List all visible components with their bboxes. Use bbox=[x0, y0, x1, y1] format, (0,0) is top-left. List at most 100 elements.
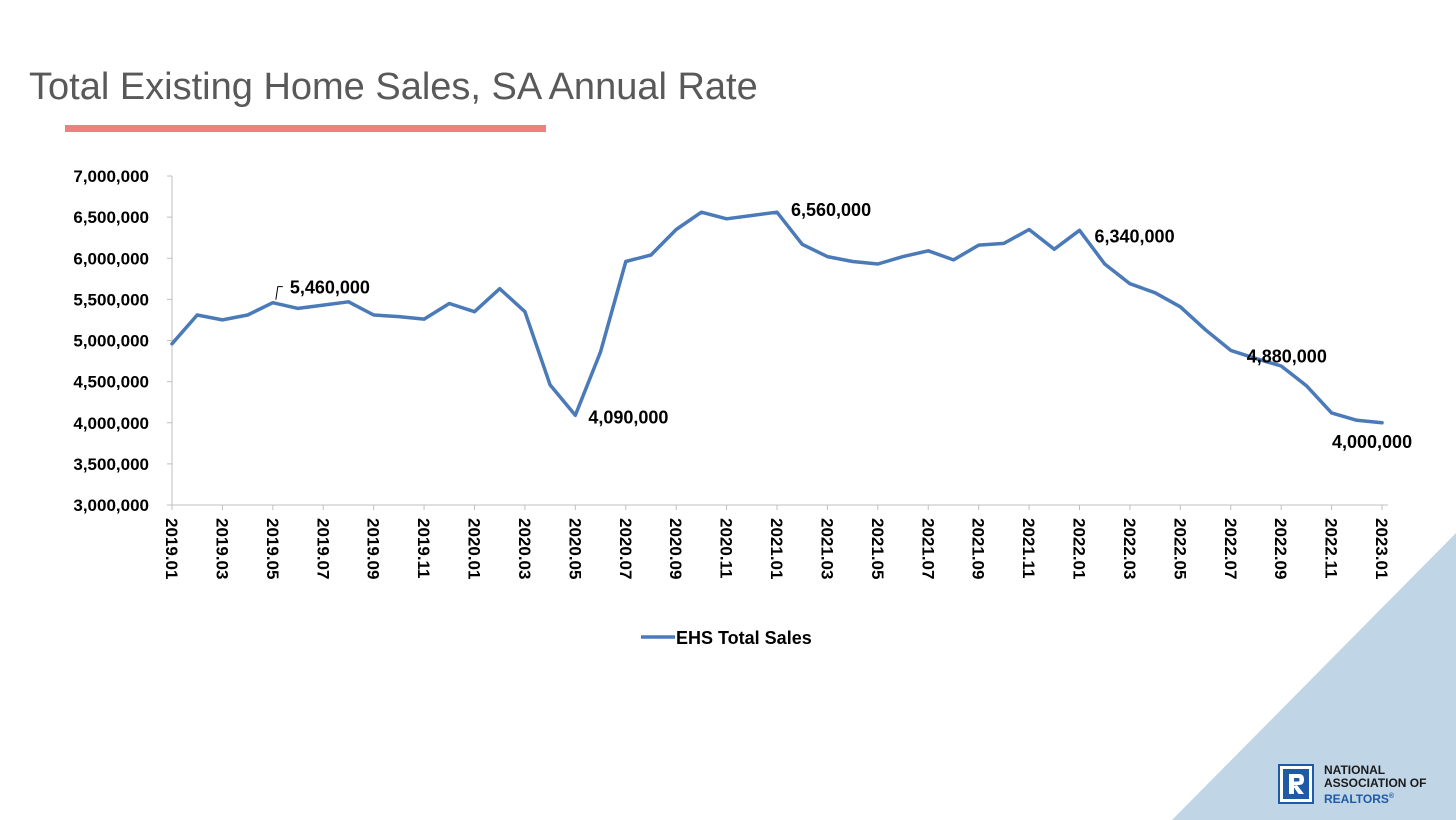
x-tick-label: 2020.11 bbox=[717, 518, 736, 579]
data-point bbox=[800, 242, 804, 246]
page-title: Total Existing Home Sales, SA Annual Rat… bbox=[29, 66, 758, 108]
data-label: 6,340,000 bbox=[1095, 226, 1175, 246]
data-point bbox=[825, 255, 829, 259]
data-point bbox=[1002, 241, 1006, 245]
x-tick-label: 2020.03 bbox=[515, 518, 534, 579]
data-point bbox=[750, 213, 754, 217]
x-tick-label: 2022.05 bbox=[1170, 518, 1189, 579]
data-point bbox=[725, 217, 729, 221]
data-point bbox=[346, 300, 350, 304]
x-tick-label: 2020.05 bbox=[565, 518, 584, 579]
logo-line-3: REALTORS bbox=[1324, 792, 1389, 806]
data-point bbox=[473, 310, 476, 314]
x-tick-label: 2019.01 bbox=[162, 518, 181, 579]
y-tick-label: 3,500,000 bbox=[73, 455, 149, 474]
data-label: 5,460,000 bbox=[290, 278, 370, 298]
data-point bbox=[1229, 348, 1233, 352]
x-tick-label: 2019.05 bbox=[263, 518, 282, 579]
x-tick-label: 2020.01 bbox=[465, 518, 484, 579]
data-point bbox=[397, 315, 401, 319]
series-line-ehs-total-sales bbox=[170, 210, 1384, 425]
data-point bbox=[1178, 305, 1182, 309]
x-tick-label: 2022.11 bbox=[1322, 518, 1341, 579]
annotation-leader bbox=[275, 286, 283, 300]
x-tick-label: 2021.01 bbox=[767, 518, 786, 579]
data-point bbox=[1027, 227, 1031, 231]
data-point bbox=[195, 313, 199, 317]
data-point bbox=[926, 249, 930, 253]
data-point bbox=[548, 383, 552, 387]
data-point bbox=[1103, 262, 1107, 266]
data-point bbox=[296, 306, 300, 310]
data-point bbox=[599, 350, 603, 354]
x-tick-label: 2022.07 bbox=[1221, 518, 1240, 579]
data-point bbox=[1078, 228, 1081, 232]
data-point bbox=[1380, 421, 1384, 425]
data-label: 4,880,000 bbox=[1247, 346, 1327, 366]
x-tick-label: 2021.05 bbox=[868, 518, 887, 579]
data-point bbox=[674, 227, 678, 231]
data-point bbox=[220, 318, 224, 322]
legend-label: EHS Total Sales bbox=[676, 628, 812, 648]
logo-line-2: ASSOCIATION OF bbox=[1324, 776, 1427, 790]
x-tick-label: 2019.07 bbox=[313, 518, 332, 579]
y-tick-label: 6,500,000 bbox=[73, 208, 149, 227]
data-point bbox=[624, 260, 628, 264]
y-tick-label: 7,000,000 bbox=[73, 167, 149, 186]
x-tick-label: 2021.03 bbox=[817, 518, 836, 579]
data-label: 4,000,000 bbox=[1332, 432, 1412, 452]
x-tick-label: 2022.01 bbox=[1070, 518, 1089, 579]
corner-triangle bbox=[1172, 533, 1456, 820]
data-point bbox=[321, 303, 325, 307]
data-point bbox=[699, 210, 703, 214]
x-tick-label: 2022.09 bbox=[1271, 518, 1290, 579]
data-point bbox=[1052, 247, 1056, 251]
logo-line-1: NATIONAL bbox=[1324, 763, 1386, 777]
x-tick-label: 2019.09 bbox=[364, 518, 383, 579]
data-point bbox=[1254, 357, 1258, 361]
y-tick-label: 6,000,000 bbox=[73, 249, 149, 268]
data-point bbox=[447, 301, 451, 305]
data-point bbox=[246, 313, 250, 317]
title-underline bbox=[65, 125, 546, 132]
y-tick-label: 4,000,000 bbox=[73, 414, 149, 433]
data-point bbox=[1355, 418, 1359, 422]
data-point bbox=[372, 313, 376, 317]
x-tick-label: 2019.03 bbox=[212, 518, 231, 579]
y-tick-label: 5,000,000 bbox=[73, 332, 149, 351]
data-point bbox=[901, 255, 905, 259]
x-tick-label: 2021.11 bbox=[1019, 518, 1038, 579]
data-point bbox=[422, 317, 426, 321]
data-point bbox=[498, 287, 502, 291]
data-label: 4,090,000 bbox=[588, 407, 668, 427]
data-point bbox=[876, 262, 880, 266]
data-point bbox=[649, 253, 653, 257]
data-point bbox=[851, 260, 855, 264]
data-point bbox=[775, 210, 779, 214]
data-point bbox=[1304, 384, 1308, 388]
x-tick-label: 2021.07 bbox=[918, 518, 937, 579]
logo-wordmark: NATIONAL ASSOCIATION OF REALTORS® bbox=[1324, 764, 1426, 806]
x-tick-label: 2020.09 bbox=[666, 518, 685, 579]
data-point bbox=[1204, 328, 1208, 332]
x-tick-label: 2021.09 bbox=[969, 518, 988, 579]
y-tick-label: 5,500,000 bbox=[73, 290, 149, 309]
data-point bbox=[1128, 282, 1132, 286]
x-tick-label: 2023.01 bbox=[1372, 518, 1391, 579]
data-label: 6,560,000 bbox=[791, 200, 871, 220]
realtor-r-icon bbox=[1278, 764, 1314, 804]
data-point bbox=[170, 342, 174, 346]
nar-logo: NATIONAL ASSOCIATION OF REALTORS® bbox=[1278, 764, 1450, 808]
data-point bbox=[1330, 411, 1334, 415]
y-tick-label: 4,500,000 bbox=[73, 373, 149, 392]
data-point bbox=[573, 413, 577, 417]
data-point bbox=[1153, 291, 1157, 295]
x-tick-label: 2020.07 bbox=[616, 518, 635, 579]
data-point bbox=[977, 243, 981, 247]
data-point bbox=[271, 301, 275, 305]
x-tick-label: 2019.11 bbox=[414, 518, 433, 579]
x-tick-label: 2022.03 bbox=[1120, 518, 1139, 579]
data-point bbox=[523, 310, 527, 314]
